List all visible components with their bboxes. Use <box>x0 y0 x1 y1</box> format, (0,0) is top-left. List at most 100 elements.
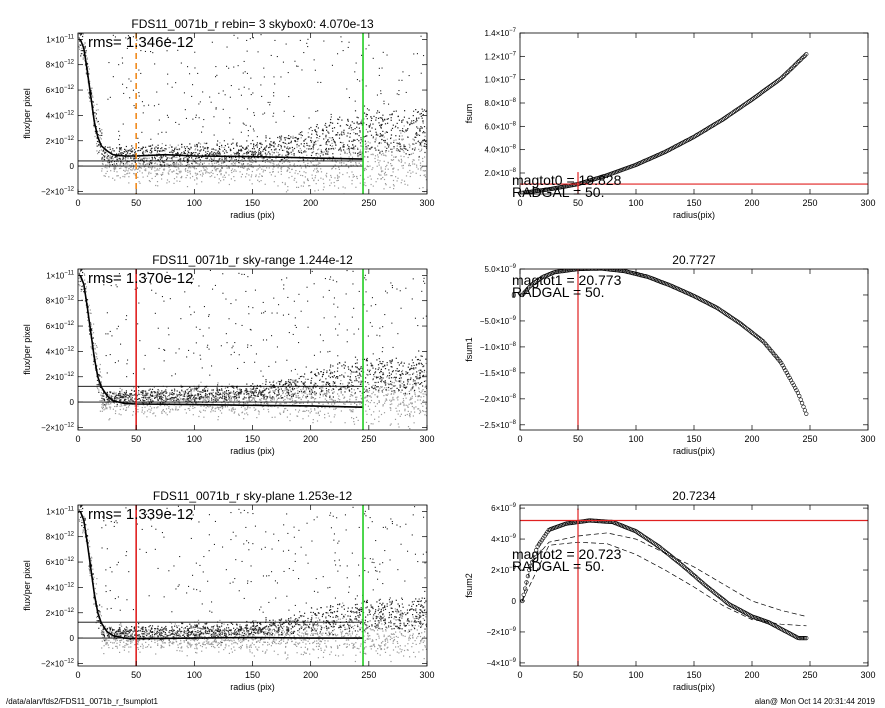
y-tick-label: −1.5×10−8 <box>480 368 517 378</box>
plot-area <box>78 505 427 666</box>
x-tick-label: 100 <box>187 434 202 444</box>
magtot-label: magtot0 = 19.828 <box>512 172 622 188</box>
x-tick-label: 300 <box>419 670 434 680</box>
y-tick-label: −5.0×10−9 <box>480 316 517 326</box>
dashed-curve-1 <box>521 532 807 617</box>
y-tick-label: 2×10−12 <box>46 608 75 618</box>
x-tick-label: 150 <box>686 198 701 208</box>
x-tick-label: 50 <box>573 434 583 444</box>
x-axis-label: radius(pix) <box>673 210 715 220</box>
y-tick-label: 2.0×10−8 <box>484 168 516 178</box>
x-tick-label: 200 <box>303 670 318 680</box>
y-tick-label: 1.0×10−7 <box>484 75 516 85</box>
cumulative-flux-points <box>520 52 809 194</box>
rms-annotation: rms= 1.346e-12 <box>88 34 193 51</box>
plot-frame <box>519 504 869 667</box>
plot-area <box>520 52 868 194</box>
y-axis-label: fsum1 <box>464 337 474 362</box>
y-axis-label: fsum2 <box>464 573 474 598</box>
x-tick-label: 50 <box>131 198 141 208</box>
radgal-label: RADGAL = 50. <box>512 558 604 574</box>
y-tick-label: 0 <box>70 162 75 171</box>
plot-area <box>78 33 427 194</box>
x-tick-label: 250 <box>361 434 376 444</box>
chart-panel-1: rms= 1.346e-12 0 50 100 150 200 250 300 −2×10−12… <box>22 17 435 220</box>
y-tick-label: 4×10−9 <box>491 534 517 544</box>
y-tick-label: 2×10−12 <box>46 372 75 382</box>
x-tick-label: 100 <box>628 198 643 208</box>
y-tick-label: −2×10−9 <box>486 627 516 637</box>
radgal-label: RADGAL = 50. <box>512 184 604 200</box>
x-tick-label: 100 <box>187 670 202 680</box>
x-tick-label: 300 <box>860 670 875 680</box>
y-tick-label: 1.4×10−7 <box>484 28 516 38</box>
y-tick-label: 8×10−12 <box>46 296 75 306</box>
x-tick-label: 150 <box>245 434 260 444</box>
chart-title: 20.7727 <box>672 253 716 267</box>
y-tick-label: 4.0×10−8 <box>484 145 516 155</box>
y-tick-label: 1×10−11 <box>46 34 74 44</box>
y-axis-label: flux/per pixel <box>22 324 32 375</box>
chart-title: FDS11_0071b_r rebin= 3 skybox0: 4.070e-1… <box>131 17 374 31</box>
x-tick-label: 150 <box>686 434 701 444</box>
chart-title: FDS11_0071b_r sky-plane 1.253e-12 <box>153 489 353 503</box>
x-axis-label: radius(pix) <box>673 446 715 456</box>
rms-annotation: rms= 1.339e-12 <box>88 506 193 523</box>
x-tick-label: 0 <box>75 434 80 444</box>
x-tick-label: 250 <box>361 670 376 680</box>
plot-area <box>520 269 868 430</box>
y-tick-label: 1×10−11 <box>46 506 74 516</box>
y-tick-label: 6.0×10−8 <box>484 121 516 131</box>
y-tick-label: 8×10−12 <box>46 532 75 542</box>
x-axis-label: radius (pix) <box>230 446 275 456</box>
radial-profile-line <box>79 39 364 160</box>
y-tick-label: −1.0×10−8 <box>480 342 517 352</box>
y-tick-label: 5.0×10−9 <box>484 264 516 274</box>
x-tick-label: 50 <box>573 198 583 208</box>
x-tick-label: 0 <box>75 198 80 208</box>
scatter-cloud-dark <box>78 33 427 169</box>
y-tick-label: −2×10−12 <box>41 186 75 196</box>
y-tick-label: 6×10−12 <box>46 85 75 95</box>
x-tick-label: 150 <box>686 670 701 680</box>
x-tick-label: 250 <box>361 198 376 208</box>
y-tick-label: 2×10−12 <box>46 136 75 146</box>
chart-panel-2: rms= 1.370e-12 0 50 100 150 200 250 300 −2×10−12… <box>22 253 435 456</box>
x-tick-label: 50 <box>573 670 583 680</box>
x-tick-label: 200 <box>744 434 759 444</box>
x-tick-label: 250 <box>802 434 817 444</box>
x-axis-label: radius(pix) <box>673 682 715 692</box>
x-tick-label: 300 <box>860 434 875 444</box>
x-tick-label: 200 <box>303 198 318 208</box>
y-tick-label: 1×10−11 <box>46 270 74 280</box>
y-tick-label: 0 <box>70 634 75 643</box>
cumulative-flux-points <box>520 269 809 416</box>
magtot-label: magtot1 = 20.773 <box>512 272 622 288</box>
x-tick-label: 0 <box>517 198 522 208</box>
x-tick-label: 200 <box>744 670 759 680</box>
x-tick-label: 100 <box>628 434 643 444</box>
chart-panel-3: rms= 1.339e-12 0 50 100 150 200 250 300 −2×10−12… <box>22 489 435 692</box>
y-tick-label: 0 <box>70 398 75 407</box>
y-tick-label: −2.5×10−8 <box>480 420 517 430</box>
y-tick-label: 0 <box>512 597 517 606</box>
y-tick-label: 0 <box>512 291 517 300</box>
x-tick-label: 150 <box>245 198 260 208</box>
x-tick-label: 50 <box>131 670 141 680</box>
y-tick-label: −2.0×10−8 <box>480 394 517 404</box>
y-axis-label: fsum <box>464 104 474 124</box>
x-tick-label: 100 <box>628 670 643 680</box>
chart-title: 20.7234 <box>672 489 716 503</box>
y-tick-label: 8.0×10−8 <box>484 98 516 108</box>
y-tick-label: 8×10−12 <box>46 60 75 70</box>
x-tick-label: 0 <box>517 670 522 680</box>
x-axis-label: radius (pix) <box>230 210 275 220</box>
scatter-cloud-dark <box>78 269 427 407</box>
y-tick-label: 6×10−9 <box>491 503 517 513</box>
dashed-curve-2 <box>521 541 807 627</box>
y-tick-label: 6×10−12 <box>46 321 75 331</box>
x-tick-label: 200 <box>744 198 759 208</box>
